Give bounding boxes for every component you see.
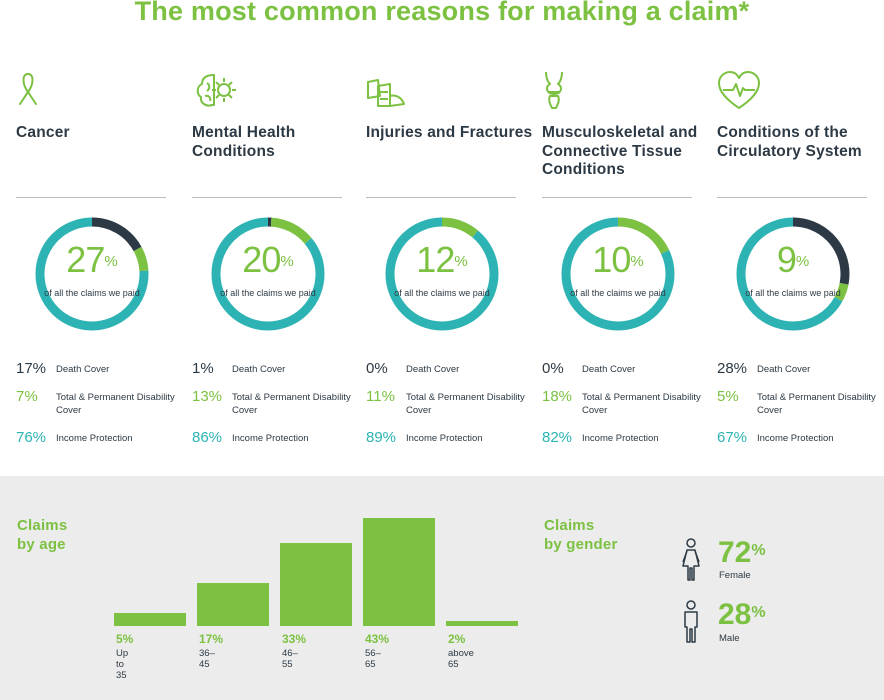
arm-cast-icon xyxy=(366,70,414,114)
age-bar-value: 43% xyxy=(365,632,390,646)
male-percent: 28% xyxy=(718,598,766,631)
category-musculoskeletal: Musculoskeletal and Connective Tissue Co… xyxy=(542,60,702,460)
donut-segment-ip xyxy=(385,217,499,331)
donut-subtitle: of all the claims we paid xyxy=(44,288,140,298)
page-title: The most common reasons for making a cla… xyxy=(134,0,750,26)
age-bar-value: 17% xyxy=(199,632,224,646)
heart-pulse-icon xyxy=(717,70,765,114)
category-injuries: Injuries and Fractures 12% of all the cl… xyxy=(366,60,532,460)
age-bar-category: 56–65 xyxy=(365,648,381,670)
donut-chart: 27% of all the claims we paid xyxy=(32,214,152,334)
female-percent: 72% xyxy=(718,536,766,569)
category-percent: 10% xyxy=(592,239,644,280)
summary-band: Claims by age 5% Up to 35 17% 36–45 33% 46–55 4… xyxy=(0,476,884,700)
age-bar xyxy=(446,620,518,626)
male-person-icon xyxy=(680,600,702,644)
category-mental-health: Mental Health Conditions 20% of all the … xyxy=(192,60,352,460)
divider xyxy=(16,197,166,198)
age-bar-category: above 65 xyxy=(448,648,474,670)
age-bar xyxy=(197,583,269,626)
knee-joint-icon xyxy=(542,70,590,114)
male-label: Male xyxy=(719,633,740,644)
category-percent: 20% xyxy=(242,239,294,280)
category-name: Musculoskeletal and Connective Tissue Co… xyxy=(542,124,698,178)
ribbon-icon xyxy=(16,70,64,114)
age-bar-value: 5% xyxy=(116,632,134,646)
category-percent: 27% xyxy=(66,239,118,280)
donut-subtitle: of all the claims we paid xyxy=(570,288,666,298)
donut-subtitle: of all the claims we paid xyxy=(745,288,841,298)
age-bar-value: 2% xyxy=(448,632,466,646)
category-circulatory: Conditions of the Circulatory System 9% … xyxy=(717,60,877,460)
category-percent: 9% xyxy=(776,239,810,280)
donut-segment-ip xyxy=(211,217,325,331)
female-label: Female xyxy=(719,570,751,581)
category-name: Conditions of the Circulatory System xyxy=(717,124,862,160)
category-name: Mental Health Conditions xyxy=(192,124,296,160)
category-name: Injuries and Fractures xyxy=(366,124,533,141)
category-cancer: Cancer 27% of all the claims we paid 17%… xyxy=(16,60,176,460)
age-bar xyxy=(280,543,352,626)
donut-subtitle: of all the claims we paid xyxy=(220,288,316,298)
divider xyxy=(542,197,692,198)
female-person-icon xyxy=(680,538,702,582)
donut-chart: 12% of all the claims we paid xyxy=(382,214,502,334)
category-name: Cancer xyxy=(16,124,70,141)
age-bar-category: 46–55 xyxy=(282,648,298,670)
age-bar-category: Up to 35 xyxy=(116,648,129,681)
gender-heading: Claims by gender xyxy=(544,517,618,553)
age-bar xyxy=(363,518,435,626)
category-percent: 12% xyxy=(416,239,468,280)
age-bar-category: 36–45 xyxy=(199,648,215,670)
donut-segment-ip xyxy=(35,217,149,331)
donut-chart: 10% of all the claims we paid xyxy=(558,214,678,334)
divider xyxy=(717,197,867,198)
donut-segment-ip xyxy=(561,217,675,331)
age-bar-value: 33% xyxy=(282,632,307,646)
divider xyxy=(366,197,516,198)
age-heading: Claims by age xyxy=(17,517,68,553)
brain-gear-icon xyxy=(192,70,240,114)
divider xyxy=(192,197,342,198)
donut-subtitle: of all the claims we paid xyxy=(394,288,490,298)
donut-segment-ip xyxy=(736,217,850,331)
donut-chart: 9% of all the claims we paid xyxy=(733,214,853,334)
age-bar xyxy=(114,613,186,626)
donut-chart: 20% of all the claims we paid xyxy=(208,214,328,334)
